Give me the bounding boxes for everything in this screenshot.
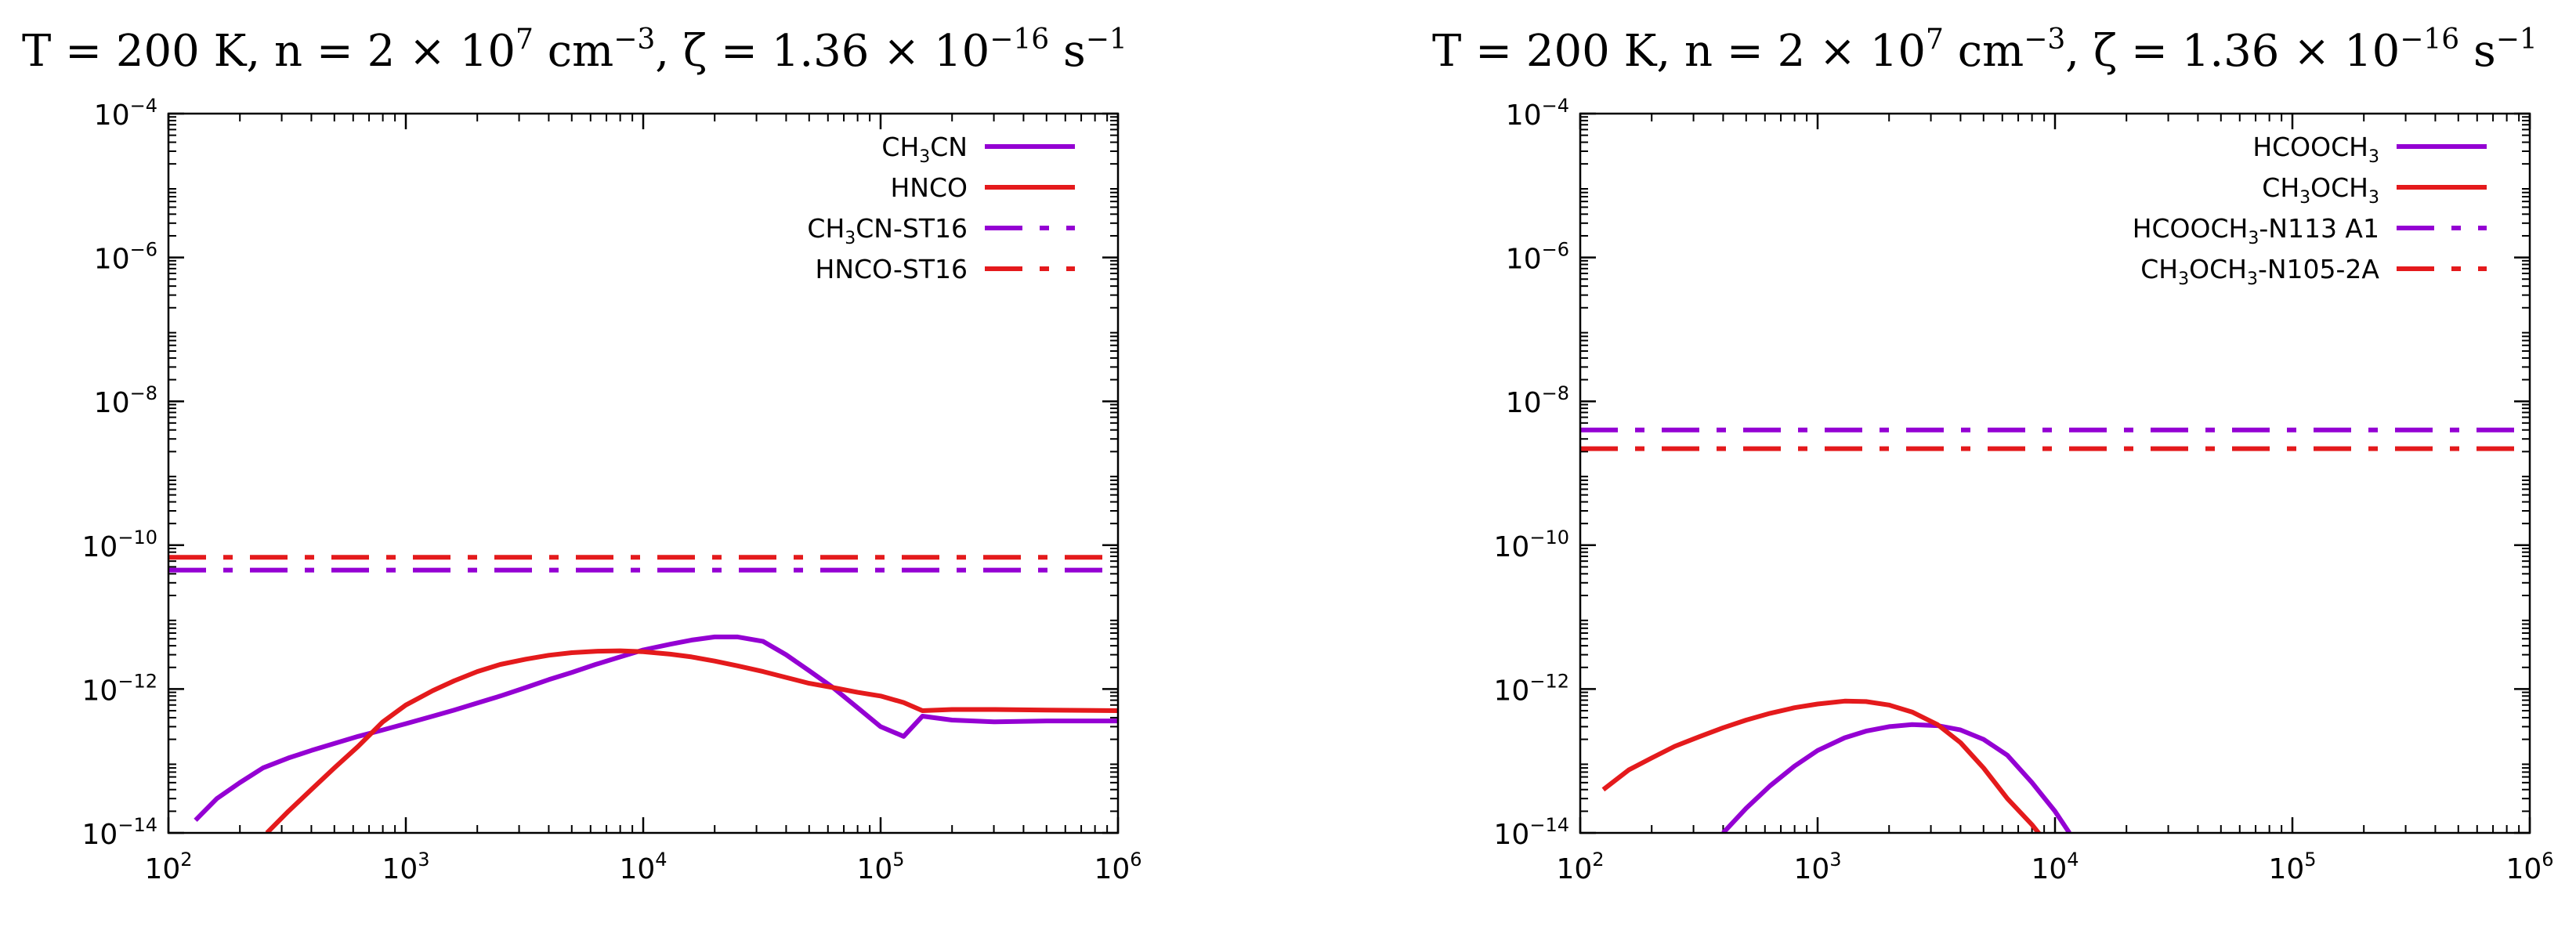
- plot-frame: [167, 112, 1120, 834]
- y-tick-label: 10−14: [1494, 814, 1569, 851]
- chart-title: T = 200 K, n = 2 × 107 cm−3, ζ = 1.36 × …: [22, 24, 1127, 77]
- y-tick-label: 10−4: [1506, 95, 1569, 132]
- plot-area: [1580, 427, 2530, 833]
- legend-label: HNCO: [890, 172, 968, 203]
- legend-label: CH3CN-ST16: [807, 213, 968, 248]
- y-tick-label: 10−10: [1494, 527, 1569, 563]
- y-tick-label: 10−12: [1494, 670, 1569, 707]
- series-line-ch3och3: [1601, 698, 2042, 833]
- y-tick-label: 10−14: [82, 814, 157, 851]
- legend-label: HNCO-ST16: [816, 254, 968, 284]
- x-tick-label: 102: [1556, 849, 1604, 885]
- x-tick-label: 102: [144, 849, 192, 885]
- x-tick-label: 106: [1094, 849, 1141, 885]
- plot-area: [168, 555, 1118, 833]
- y-tick-label: 10−4: [94, 95, 157, 132]
- series-line-ch3cn: [194, 634, 1118, 822]
- y-tick-label: 10−10: [82, 527, 157, 563]
- series-line-hnco: [265, 648, 1118, 833]
- minor-ticks: [1580, 114, 2530, 833]
- minor-ticks: [168, 114, 1118, 833]
- y-tick-label: 10−6: [94, 239, 157, 276]
- x-tick-label: 103: [382, 849, 429, 885]
- chart-title: T = 200 K, n = 2 × 107 cm−3, ζ = 1.36 × …: [1432, 24, 2538, 77]
- x-tick-label: 104: [2031, 849, 2079, 885]
- legend: HCOOCH3 CH3OCH3 HCOOCH3-N113 A1 CH3OCH3-N10…: [2133, 132, 2487, 289]
- y-tick-label: 10−8: [94, 382, 157, 419]
- y-tick-label: 10−8: [1506, 382, 1569, 419]
- plot-frame: [1579, 112, 2531, 834]
- x-tick-label: 105: [2268, 849, 2316, 885]
- legend: CH3CN HNCO CH3CN-ST16 HNCO-ST16: [807, 132, 1075, 284]
- legend-label: HCOOCH3: [2252, 132, 2379, 167]
- series-line-hcooch3: [1721, 722, 2071, 833]
- legend-label: CH3CN: [881, 132, 968, 167]
- x-tick-label: 105: [856, 849, 904, 885]
- x-tick-label: 106: [2505, 849, 2553, 885]
- chart-panel-2: T = 200 K, n = 2 × 107 cm−3, ζ = 1.36 × …: [1432, 24, 2554, 885]
- y-tick-label: 10−12: [82, 670, 157, 707]
- y-tick-label: 10−6: [1506, 239, 1569, 276]
- legend-label: CH3OCH3: [2262, 172, 2379, 208]
- chart-panel-1: T = 200 K, n = 2 × 107 cm−3, ζ = 1.36 × …: [22, 24, 1142, 885]
- x-tick-label: 103: [1793, 849, 1841, 885]
- legend-label: CH3OCH3-N105-2A: [2140, 254, 2379, 289]
- x-tick-label: 104: [619, 849, 667, 885]
- legend-label: HCOOCH3-N113 A1: [2133, 213, 2379, 248]
